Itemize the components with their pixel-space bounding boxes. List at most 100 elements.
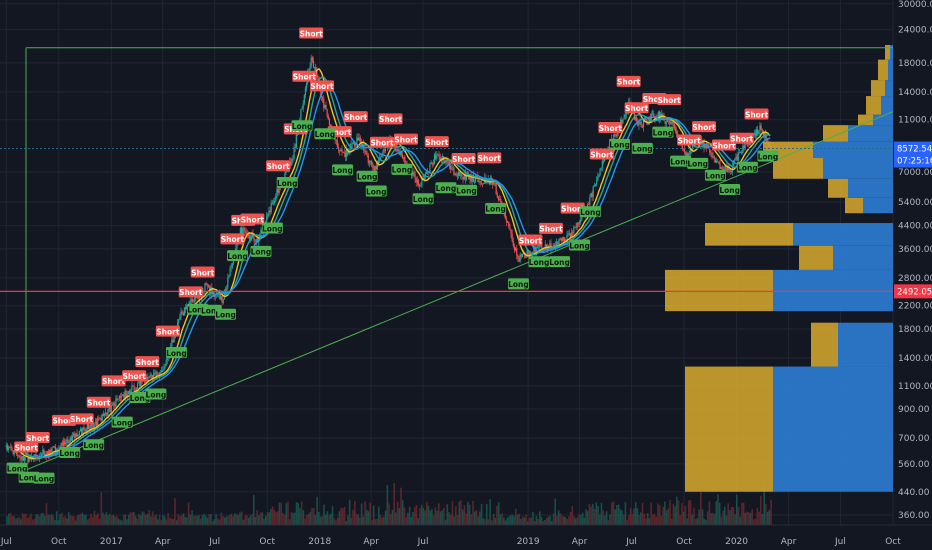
candle-body	[197, 297, 199, 299]
candle-body	[553, 244, 556, 246]
volume-bar	[16, 518, 19, 525]
candle-body	[323, 98, 325, 108]
candle-body	[368, 161, 371, 164]
volume-bar	[227, 515, 229, 525]
volume-bar	[626, 519, 628, 525]
long-signal: Long	[261, 222, 283, 234]
signal-badge	[86, 396, 111, 408]
candle-body	[178, 319, 180, 323]
volume-bar	[376, 518, 378, 525]
volume-bar	[134, 515, 137, 525]
candle-body	[82, 427, 84, 434]
volume-bar	[371, 520, 373, 525]
candle-body	[190, 299, 192, 301]
candle-body	[186, 306, 188, 310]
volume-bar	[215, 514, 217, 525]
volume-bar	[479, 511, 481, 525]
candle-body	[558, 239, 560, 245]
candle-body	[300, 109, 302, 121]
candle-body	[761, 129, 763, 132]
candle-body	[465, 175, 468, 180]
candle-body	[682, 148, 685, 150]
volume-bar	[225, 516, 228, 525]
candle-body	[516, 247, 518, 256]
volume-bar	[612, 501, 615, 525]
volume-bar	[574, 518, 577, 525]
volume-bar	[316, 496, 318, 525]
candle-body	[244, 229, 246, 232]
volume-bar	[766, 511, 769, 525]
candle-body	[328, 119, 331, 125]
volume-bar	[598, 515, 601, 525]
volume-bar	[729, 510, 731, 525]
volume-bar	[348, 499, 351, 525]
candle-body	[69, 437, 71, 443]
profile-up-bar	[873, 114, 893, 126]
volume-bar	[465, 513, 467, 525]
candle-body	[340, 149, 342, 152]
signal-label: Long	[609, 141, 630, 150]
candle-body	[710, 152, 712, 154]
candle-body	[691, 143, 694, 151]
candle-body	[536, 247, 538, 248]
candle-body	[110, 405, 112, 412]
volume-bar	[537, 518, 539, 525]
candle-body	[304, 87, 307, 96]
candle-body	[182, 312, 184, 316]
price-tick-label: 1400.00	[898, 354, 932, 364]
signal-label: Short	[745, 110, 769, 119]
candle-body	[230, 266, 232, 268]
candle-body	[46, 451, 48, 457]
volume-bar	[230, 513, 233, 525]
volume-bar	[662, 506, 664, 525]
candle-body	[324, 104, 326, 108]
candle-body	[528, 252, 530, 256]
volume-bar	[403, 507, 406, 525]
short-signal: Short	[101, 375, 126, 387]
candle-body	[425, 172, 428, 174]
candle-body	[173, 337, 175, 343]
candle-body	[588, 204, 590, 206]
volume-bar	[434, 507, 437, 525]
candle-body	[266, 216, 268, 223]
candle-body	[621, 119, 623, 124]
volume-bar	[100, 492, 103, 525]
candle-body	[412, 171, 414, 176]
candle-body	[686, 153, 688, 156]
short-signal: Short	[292, 70, 317, 82]
candle-body	[364, 150, 366, 152]
volume-bar	[273, 509, 276, 525]
candle-body	[360, 143, 363, 146]
volume-bar	[162, 515, 164, 525]
volume-bar	[278, 502, 281, 525]
candle-body	[766, 137, 768, 143]
volume-bar	[564, 517, 567, 525]
volume-bar	[571, 506, 574, 525]
volume-bar	[715, 501, 718, 525]
volume-bar	[458, 501, 461, 525]
signal-label: Short	[539, 225, 563, 234]
candle-body	[570, 232, 573, 238]
volume-bar	[131, 512, 133, 525]
candle-body	[520, 254, 522, 257]
volume-bar	[595, 502, 598, 525]
volume-bar	[11, 516, 14, 525]
signal-label: Short	[241, 215, 265, 224]
volume-bar	[389, 514, 392, 525]
candle-body	[509, 226, 511, 230]
candle-body	[352, 142, 355, 144]
candle-body	[138, 381, 140, 383]
candle-body	[79, 428, 82, 432]
volume-bar	[463, 504, 466, 525]
volume-bar	[367, 511, 370, 525]
volume-bar	[314, 515, 317, 525]
volume-bar	[444, 519, 447, 525]
volume-bar	[198, 514, 200, 525]
volume-bar	[566, 518, 569, 525]
candle-body	[739, 151, 742, 153]
candle-body	[151, 375, 154, 380]
time-tick-label: 2019	[517, 537, 540, 547]
signal-label: Long	[758, 152, 779, 161]
candle-body	[602, 160, 605, 162]
